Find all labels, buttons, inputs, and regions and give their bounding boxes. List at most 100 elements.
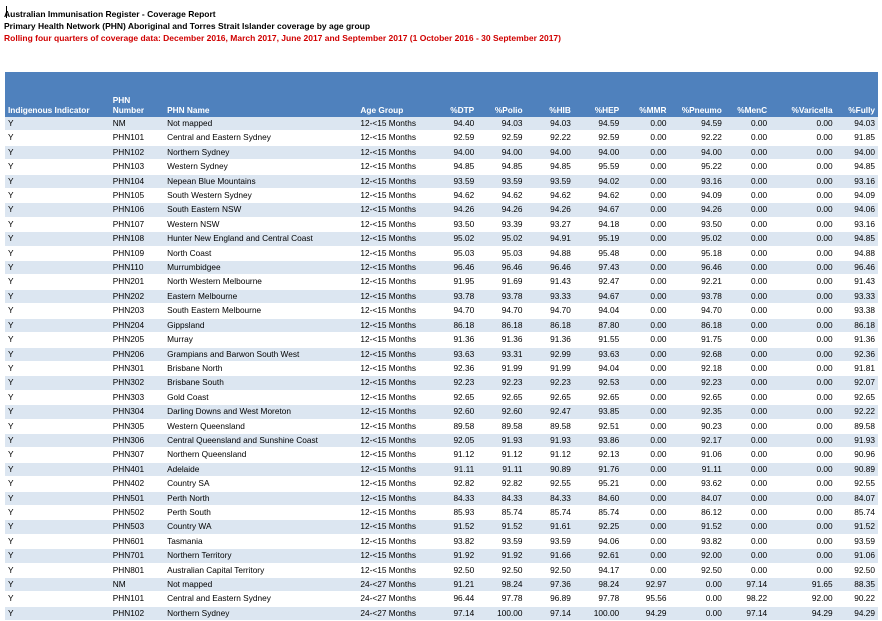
cell-pneumo: 93.78 (669, 289, 725, 305)
cell-dtp: 95.03 (431, 246, 478, 262)
cell-hib: 92.47 (525, 404, 574, 420)
cell-pneumo: 0.00 (669, 577, 725, 593)
cell-indigenous-indicator: Y (5, 447, 110, 463)
cell-indigenous-indicator: Y (5, 606, 110, 621)
cell-polio: 98.24 (477, 577, 526, 593)
cell-polio: 93.78 (477, 289, 526, 305)
cell-varicella: 0.00 (770, 563, 836, 579)
cell-menc: 0.00 (724, 361, 771, 377)
cell-phn-number: PHN105 (109, 188, 165, 204)
cell-polio: 94.26 (477, 202, 526, 218)
cell-pneumo: 92.23 (669, 375, 725, 391)
cell-mmr: 0.00 (622, 476, 670, 492)
cell-menc: 0.00 (724, 563, 771, 579)
cell-hib: 94.00 (525, 145, 574, 161)
cell-dtp: 89.58 (431, 419, 478, 434)
cell-dtp: 91.52 (431, 519, 478, 535)
cell-polio: 91.52 (477, 519, 526, 535)
cell-age-group: 12-<15 Months (357, 347, 432, 362)
cell-mmr: 0.00 (622, 534, 670, 550)
cell-dtp: 92.82 (431, 476, 478, 492)
cell-phn-name: Tasmania (164, 534, 358, 550)
report-title: Australian Immunisation Register - Cover… (4, 9, 216, 19)
cell-fully: 92.07 (835, 375, 878, 391)
cell-mmr: 0.00 (622, 260, 670, 276)
cell-phn-number: PHN102 (109, 606, 165, 621)
cell-phn-name: Murrumbidgee (164, 260, 358, 276)
cell-phn-number: PHN801 (109, 563, 165, 579)
cell-phn-number: PHN107 (109, 217, 165, 233)
cell-hep: 98.24 (573, 577, 623, 593)
text-cursor (6, 6, 7, 18)
cell-dtp: 91.95 (431, 274, 478, 290)
cell-dtp: 94.62 (431, 188, 478, 204)
table-body: Y NM Not mapped 12-<15 Months 94.40 94.03 94.0… (5, 117, 878, 621)
cell-mmr: 0.00 (622, 130, 670, 146)
cell-age-group: 12-<15 Months (357, 433, 432, 449)
cell-menc: 0.00 (724, 332, 771, 348)
cell-phn-name: Central Queensland and Sunshine Coast (164, 433, 358, 449)
cell-menc: 0.00 (724, 491, 771, 506)
cell-fully: 91.81 (835, 361, 878, 377)
cell-varicella: 0.00 (770, 117, 836, 132)
cell-phn-number: PHN106 (109, 202, 165, 218)
cell-mmr: 0.00 (622, 361, 670, 377)
cell-age-group: 12-<15 Months (357, 563, 432, 579)
cell-polio: 91.92 (477, 548, 526, 564)
cell-hep: 94.59 (573, 117, 623, 132)
cell-polio: 92.65 (477, 390, 526, 406)
cell-polio: 92.23 (477, 375, 526, 391)
cell-pneumo: 92.21 (669, 274, 725, 290)
cell-menc: 97.14 (724, 606, 771, 621)
cell-age-group: 12-<15 Months (357, 289, 432, 305)
cell-hib: 94.85 (525, 159, 574, 175)
cell-fully: 94.03 (835, 117, 878, 132)
cell-fully: 92.65 (835, 390, 878, 406)
cell-polio: 94.03 (477, 117, 526, 132)
cell-hib: 97.36 (525, 577, 574, 593)
table-row: Y PHN101 Central and Eastern Sydney 12-<15 … (5, 130, 878, 146)
cell-phn-name: Western Queensland (164, 419, 358, 434)
cell-fully: 94.88 (835, 246, 878, 262)
cell-mmr: 0.00 (622, 347, 670, 362)
cell-phn-name: Eastern Melbourne (164, 289, 358, 305)
cell-dtp: 92.50 (431, 563, 478, 579)
cell-fully: 91.93 (835, 433, 878, 449)
cell-varicella: 0.00 (770, 447, 836, 463)
cell-pneumo: 0.00 (669, 606, 725, 621)
cell-dtp: 96.44 (431, 591, 478, 607)
table-row: Y PHN302 Brisbane South 12-<15 Months 92.23 9… (5, 375, 878, 391)
cell-varicella: 0.00 (770, 505, 836, 521)
cell-mmr: 0.00 (622, 231, 670, 247)
cell-phn-name: South Western Sydney (164, 188, 358, 204)
cell-age-group: 12-<15 Months (357, 145, 432, 161)
cell-pneumo: 0.00 (669, 591, 725, 607)
cell-mmr: 0.00 (622, 491, 670, 506)
cell-hib: 86.18 (525, 318, 574, 334)
table-row: Y PHN303 Gold Coast 12-<15 Months 92.65 92.65… (5, 390, 878, 406)
cell-hep: 92.65 (573, 390, 623, 406)
cell-varicella: 0.00 (770, 476, 836, 492)
cell-varicella: 0.00 (770, 390, 836, 406)
cell-age-group: 12-<15 Months (357, 231, 432, 247)
cell-pneumo: 92.50 (669, 563, 725, 579)
cell-hib: 94.03 (525, 117, 574, 132)
cell-fully: 92.55 (835, 476, 878, 492)
cell-fully: 93.38 (835, 303, 878, 319)
table-row: Y PHN104 Nepean Blue Mountains 12-<15 Month… (5, 174, 878, 190)
cell-hib: 84.33 (525, 491, 574, 506)
table-row: Y PHN102 Northern Sydney 12-<15 Months 94.00… (5, 145, 878, 161)
cell-age-group: 12-<15 Months (357, 174, 432, 190)
table-row: Y PHN402 Country SA 12-<15 Months 92.82 92.82… (5, 476, 878, 492)
cell-hep: 92.59 (573, 130, 623, 146)
cell-polio: 92.82 (477, 476, 526, 492)
cell-varicella: 0.00 (770, 260, 836, 276)
cell-hib: 97.14 (525, 606, 574, 621)
cell-fully: 92.36 (835, 347, 878, 362)
cell-indigenous-indicator: Y (5, 462, 110, 478)
cell-dtp: 91.11 (431, 462, 478, 478)
cell-age-group: 12-<15 Months (357, 447, 432, 463)
cell-mmr: 0.00 (622, 447, 670, 463)
coverage-table: Indigenous Indicator PHN Number PHN Name… (5, 72, 878, 621)
cell-age-group: 12-<15 Months (357, 303, 432, 319)
